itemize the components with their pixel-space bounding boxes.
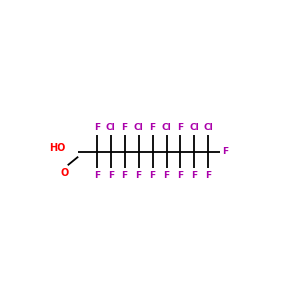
Text: F: F xyxy=(222,147,229,156)
Text: F: F xyxy=(177,123,184,132)
Text: F: F xyxy=(149,171,156,180)
Text: HO: HO xyxy=(49,143,65,153)
Text: F: F xyxy=(94,171,100,180)
Text: Cl: Cl xyxy=(134,123,143,132)
Text: Cl: Cl xyxy=(190,123,199,132)
Text: F: F xyxy=(191,171,197,180)
Text: F: F xyxy=(108,171,114,180)
Text: F: F xyxy=(149,123,156,132)
Text: O: O xyxy=(60,168,68,178)
Text: F: F xyxy=(122,171,128,180)
Text: F: F xyxy=(177,171,184,180)
Text: F: F xyxy=(136,171,142,180)
Text: F: F xyxy=(164,171,169,180)
Text: Cl: Cl xyxy=(203,123,213,132)
Text: Cl: Cl xyxy=(162,123,171,132)
Text: Cl: Cl xyxy=(106,123,116,132)
Text: F: F xyxy=(205,171,212,180)
Text: F: F xyxy=(122,123,128,132)
Text: F: F xyxy=(94,123,100,132)
